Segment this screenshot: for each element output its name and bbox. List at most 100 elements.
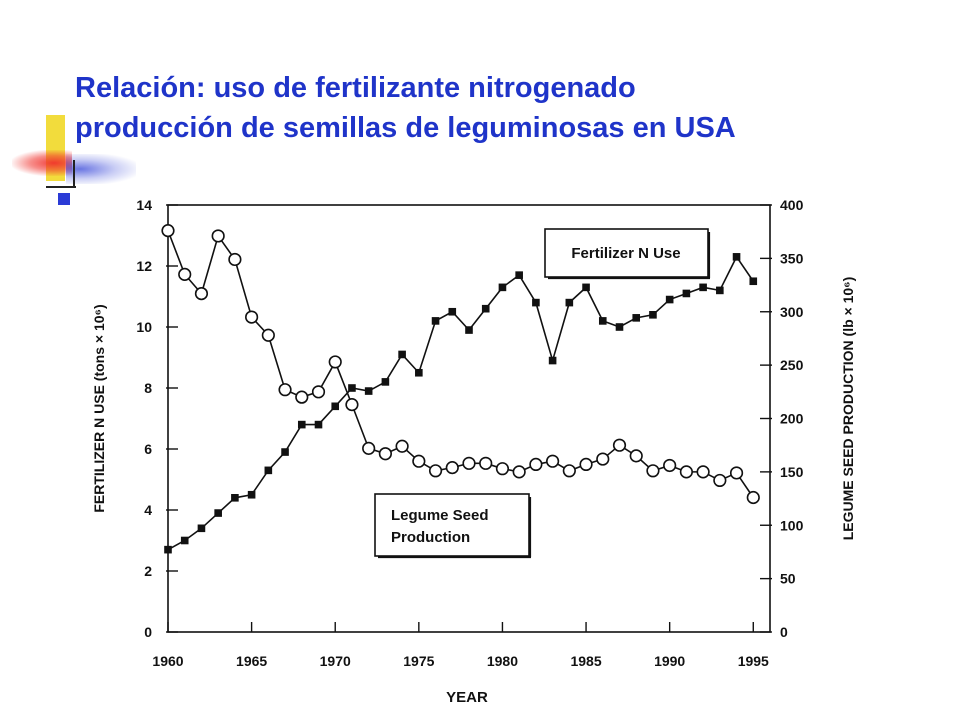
fertilizer-n-point	[197, 524, 206, 533]
legume-seed-point	[462, 456, 476, 470]
fertilizer-n-point	[231, 494, 239, 502]
legume-seed-point	[663, 458, 677, 473]
fertilizer-n-point	[364, 387, 373, 395]
slide-title-line1: Relación: uso de fertilizante nitrogenad…	[75, 72, 636, 104]
x-tick-label: 1995	[738, 653, 769, 669]
x-tick-label: 1970	[320, 653, 351, 669]
legume-seed-point	[562, 464, 576, 478]
deco-line-horizontal	[46, 186, 76, 188]
fertilizer-n-point	[548, 356, 557, 365]
y-axis-right-label: LEGUME SEED PRODUCTION (lb × 10⁶)	[840, 277, 856, 541]
fertilizer-n-point	[415, 368, 423, 377]
legume-seed-point	[546, 454, 560, 468]
legume-seed-point	[713, 473, 727, 488]
legume-seed-point	[245, 310, 259, 324]
fertilizer-n-point	[649, 311, 657, 319]
fertilizer-n-point	[682, 289, 691, 298]
legume-seed-point	[445, 461, 459, 475]
legends: Fertilizer N Use Legume Seed Production	[374, 228, 711, 559]
x-tick-label: 1980	[487, 653, 518, 669]
legume-seed-point	[261, 328, 275, 342]
legume-seed-point	[729, 466, 744, 480]
y-right-tick-label: 50	[780, 571, 796, 587]
x-tick-label: 1975	[403, 653, 434, 669]
fertilizer-n-point	[615, 323, 624, 331]
deco-line-vertical	[73, 160, 75, 188]
y-left-tick-label: 10	[136, 319, 152, 335]
legume-seed-point	[629, 449, 643, 463]
fertilizer-n-point	[398, 350, 406, 359]
fertilizer-n-point	[381, 378, 390, 386]
legume-seed-point	[345, 398, 359, 412]
legume-seed-point	[278, 383, 292, 397]
legend-legume-label: Legume Seed	[391, 507, 489, 524]
legume-seed-point	[228, 252, 242, 267]
x-axis-label: YEAR	[446, 689, 488, 706]
deco-blue-square	[58, 193, 70, 205]
x-tick-label: 1990	[654, 653, 685, 669]
y-right-tick-label: 250	[780, 357, 804, 373]
fertilizer-n-point	[448, 307, 457, 316]
legume-seed-point	[746, 490, 760, 505]
fertilizer-n-point	[247, 490, 256, 499]
y-left-tick-label: 6	[144, 441, 152, 457]
series-markers	[161, 224, 760, 554]
axis-ticks: 0 2 4 6 8 10 12 14 0 50 100 150 200 250 300 350 400 1960 1…	[136, 197, 803, 669]
y-left-tick-label: 12	[136, 258, 152, 274]
legume-seed-point	[612, 438, 627, 452]
y-left-tick-label: 4	[144, 502, 152, 518]
fertilizer-n-point	[732, 253, 741, 261]
legume-seed-point	[194, 287, 209, 301]
legume-seed-point	[646, 464, 660, 478]
y-right-tick-label: 400	[780, 197, 804, 213]
y-right-tick-label: 100	[780, 517, 804, 533]
slide-title-line2: producción de semillas de leguminosas en…	[75, 112, 736, 144]
axis-labels: YEAR FERTILIZER N USE (tons × 10⁶) LEGUME …	[91, 277, 856, 706]
legume-seed-point	[295, 390, 309, 404]
legume-seed-point	[512, 465, 526, 479]
fertilizer-n-point	[297, 420, 306, 429]
y-right-tick-label: 200	[780, 411, 804, 427]
y-left-tick-label: 14	[136, 197, 152, 213]
y-right-tick-label: 150	[780, 464, 804, 480]
legume-seed-point	[211, 229, 225, 243]
x-tick-label: 1985	[570, 653, 601, 669]
fertilizer-n-point	[699, 283, 707, 292]
y-left-tick-label: 0	[144, 624, 152, 640]
legume-seed-point	[529, 457, 543, 472]
legume-seed-point	[696, 465, 710, 479]
legume-seed-point	[428, 464, 443, 478]
legume-seed-point	[328, 355, 342, 369]
fertilizer-n-point	[164, 545, 172, 554]
legume-seed-point	[378, 447, 392, 461]
x-tick-label: 1960	[152, 653, 183, 669]
fertilizer-n-point	[180, 536, 189, 545]
x-tick-label: 1965	[236, 653, 267, 669]
fertilizer-n-point	[281, 448, 289, 456]
y-axis-left-label: FERTILIZER N USE (tons × 10⁶)	[91, 304, 107, 512]
fertilizer-n-point	[532, 298, 540, 307]
fertilizer-n-point	[632, 314, 641, 322]
deco-blue-glow	[66, 154, 136, 184]
legume-seed-point	[596, 452, 610, 466]
fertilizer-n-point	[481, 304, 490, 313]
y-right-tick-label: 350	[780, 250, 804, 266]
fertilizer-n-point	[431, 317, 440, 325]
y-right-tick-label: 0	[780, 624, 788, 640]
fertilizer-n-point	[331, 402, 340, 411]
fertilizer-n-point	[665, 295, 674, 304]
fertilizer-n-point	[314, 420, 323, 429]
legume-seed-point	[395, 439, 409, 453]
slide-title: Relación: uso de fertilizante nitrogenad…	[75, 68, 945, 148]
legend-legume-box	[374, 493, 530, 557]
fertilizer-n-point	[749, 277, 758, 286]
fertilizer-n-point	[348, 384, 356, 392]
legume-seed-point	[479, 456, 493, 470]
legume-seed-point	[362, 441, 376, 455]
legume-seed-point	[679, 465, 693, 479]
legend-fertilizer-box	[544, 228, 709, 278]
fertilizer-n-point	[565, 298, 574, 307]
legume-seed-point	[495, 462, 510, 476]
legume-seed-point	[412, 454, 426, 468]
